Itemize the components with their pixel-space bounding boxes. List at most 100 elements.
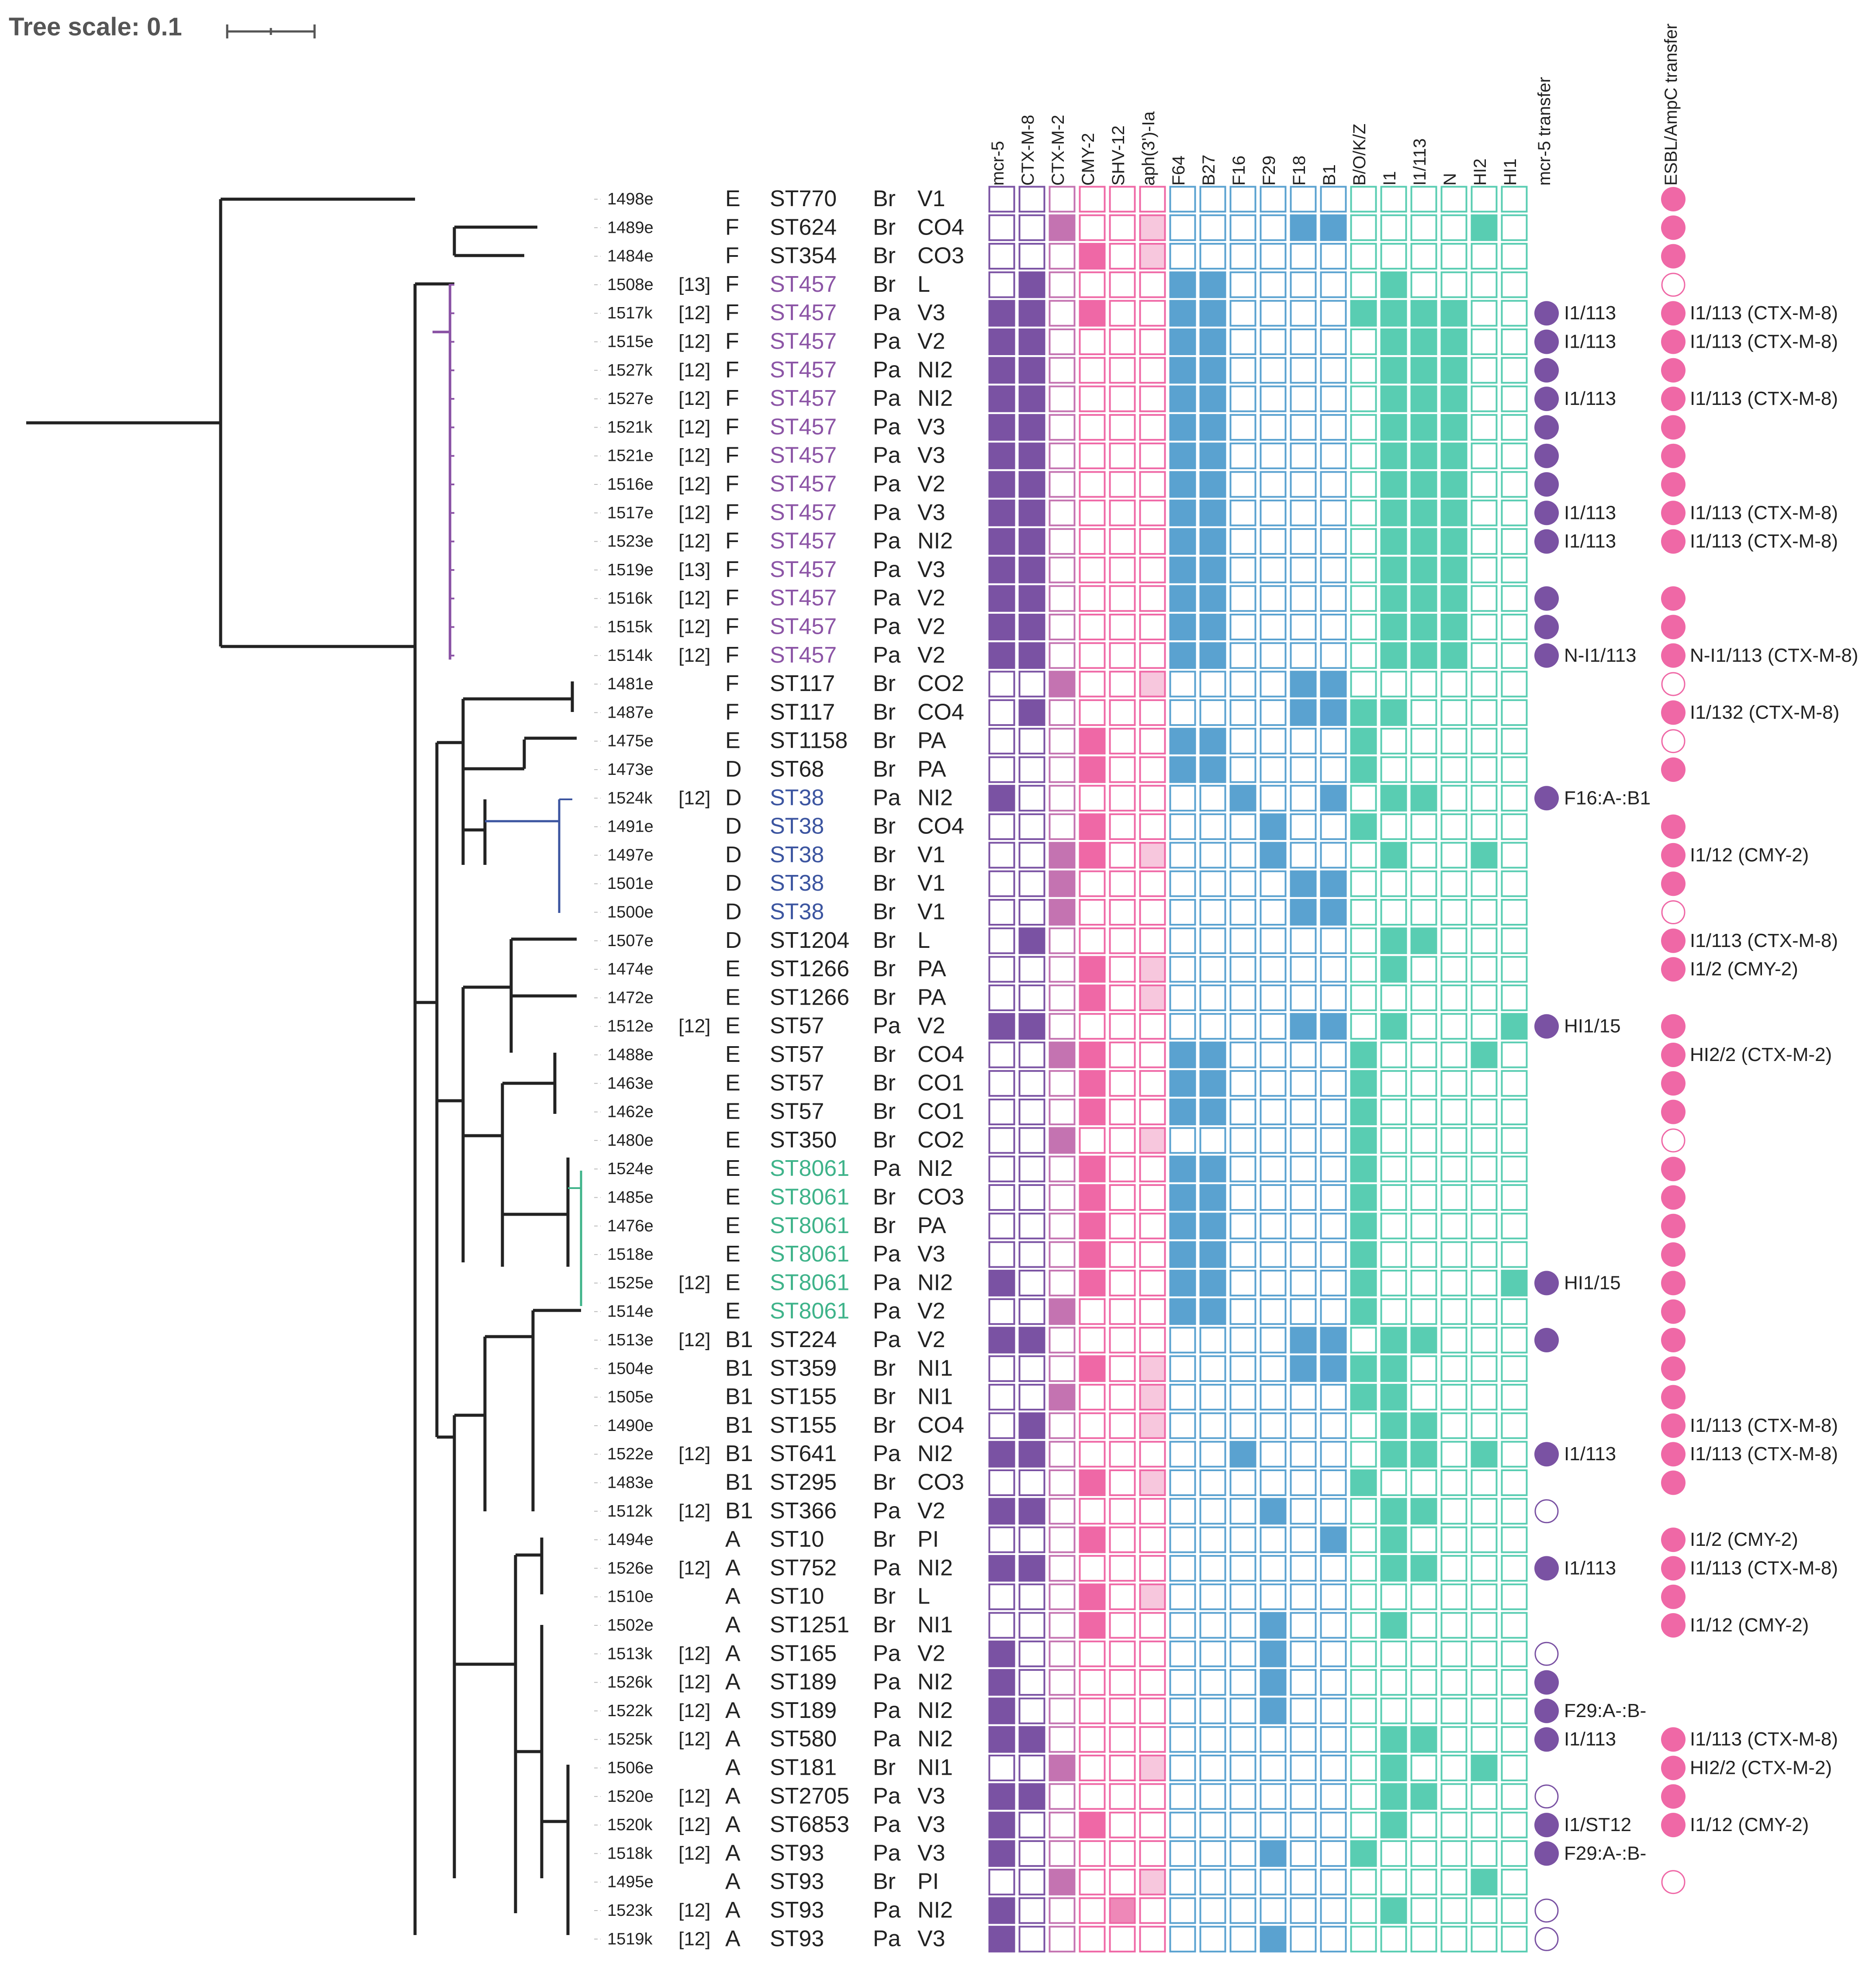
reference: [12]	[678, 1900, 710, 1921]
gene-cell	[1169, 556, 1196, 584]
gene-cell	[1229, 984, 1256, 1011]
gene-cell	[1139, 357, 1166, 384]
gene-cell	[1471, 1013, 1498, 1040]
gene-cell	[1471, 1640, 1498, 1667]
gene-cell	[1320, 1498, 1347, 1525]
gene-cell	[1471, 1327, 1498, 1354]
gene-cell	[1320, 1697, 1347, 1725]
gene-cell	[1471, 1441, 1498, 1468]
gene-cell	[1018, 1869, 1045, 1896]
gene-cell	[1018, 1241, 1045, 1268]
gene-cell	[1199, 1184, 1226, 1211]
gene-cell	[1169, 1897, 1196, 1924]
gene-cell	[1109, 1155, 1136, 1182]
gene-cell	[988, 642, 1015, 669]
gene-cell	[1260, 1840, 1287, 1867]
gene-cell	[1169, 1612, 1196, 1639]
gene-cell	[1139, 385, 1166, 412]
gene-cell	[1199, 1669, 1226, 1696]
gene-cell	[1350, 699, 1377, 726]
phylogroup: F	[725, 300, 739, 325]
gene-cell	[1079, 1013, 1106, 1040]
gene-cell	[1350, 1155, 1377, 1182]
gene-cell	[1139, 1526, 1166, 1553]
gene-cell	[1440, 1925, 1468, 1953]
gene-cell	[1380, 842, 1407, 869]
gene-cell	[988, 870, 1015, 897]
gene-cell	[1139, 728, 1166, 755]
gene-cell	[1501, 1869, 1528, 1896]
gene-cell	[1199, 927, 1226, 954]
source: Pa	[873, 471, 901, 497]
site: NI2	[917, 1441, 953, 1466]
esbl-transfer-label: I1/113 (CTX-M-8)	[1690, 930, 1838, 951]
gene-cell	[1199, 642, 1226, 669]
gene-cell	[1290, 1127, 1317, 1154]
gene-cell	[1290, 1811, 1317, 1839]
gene-cell	[1109, 728, 1136, 755]
gene-cell	[1380, 813, 1407, 840]
gene-cell	[1260, 1355, 1287, 1382]
gene-cell	[1471, 1412, 1498, 1439]
phylogroup: E	[725, 985, 741, 1010]
gene-cell	[1471, 1583, 1498, 1610]
gene-cell	[1380, 642, 1407, 669]
sequence-type: ST8061	[770, 1185, 849, 1210]
sequence-type: ST359	[770, 1355, 837, 1381]
sequence-type: ST366	[770, 1498, 837, 1524]
gene-cell	[988, 1155, 1015, 1182]
gene-cell	[1079, 870, 1106, 897]
gene-cell	[1471, 842, 1498, 869]
esbl-transfer-label: I1/113 (CTX-M-8)	[1690, 1415, 1838, 1436]
source: Br	[873, 186, 896, 211]
gene-cell	[1290, 1612, 1317, 1639]
gene-cell	[1350, 1697, 1377, 1725]
gene-cell	[1410, 670, 1437, 698]
gene-cell	[1109, 1013, 1136, 1040]
phylogroup: E	[725, 1099, 741, 1124]
gene-cell	[1018, 528, 1045, 555]
isolate-id: 1523e	[607, 532, 654, 551]
gene-cell	[1018, 214, 1045, 241]
gene-cell	[1471, 870, 1498, 897]
gene-cell	[1169, 1783, 1196, 1810]
gene-cell	[1109, 1127, 1136, 1154]
sequence-type: ST752	[770, 1555, 837, 1580]
gene-cell	[1169, 1127, 1196, 1154]
gene-cell	[1380, 984, 1407, 1011]
gene-cell	[1018, 385, 1045, 412]
gene-cell	[1018, 1127, 1045, 1154]
gene-cell	[1049, 214, 1076, 241]
gene-cell	[1199, 1013, 1226, 1040]
site: V3	[917, 300, 945, 325]
gene-cell	[1079, 585, 1106, 612]
gene-cell	[1380, 385, 1407, 412]
gene-cell	[1260, 1498, 1287, 1525]
gene-cell	[1471, 1184, 1498, 1211]
gene-cell	[1018, 1526, 1045, 1553]
gene-cell	[1139, 556, 1166, 584]
gene-cell	[1350, 642, 1377, 669]
gene-cell	[1199, 243, 1226, 270]
mcr5-transfer-empty-dot	[1534, 1898, 1559, 1923]
gene-cell	[1350, 243, 1377, 270]
gene-cell	[1079, 1441, 1106, 1468]
source: Br	[873, 699, 896, 725]
gene-cell	[1320, 1783, 1347, 1810]
gene-cell	[1018, 1669, 1045, 1696]
gene-cell	[1350, 614, 1377, 640]
esbl-transfer-dot	[1661, 501, 1686, 525]
gene-cell	[1199, 1697, 1226, 1725]
source: Pa	[873, 1783, 901, 1809]
gene-cell	[1079, 756, 1106, 783]
gene-cell	[1169, 585, 1196, 612]
gene-cell	[1018, 300, 1045, 327]
gene-cell	[1380, 1441, 1407, 1468]
gene-cell	[1260, 300, 1287, 327]
gene-cell	[1018, 1298, 1045, 1325]
gene-cell	[1018, 842, 1045, 869]
gene-cell	[1440, 1897, 1468, 1924]
gene-cell	[1049, 1441, 1076, 1468]
sequence-type: ST1158	[770, 728, 848, 753]
esbl-transfer-label: I1/132 (CTX-M-8)	[1690, 702, 1839, 723]
